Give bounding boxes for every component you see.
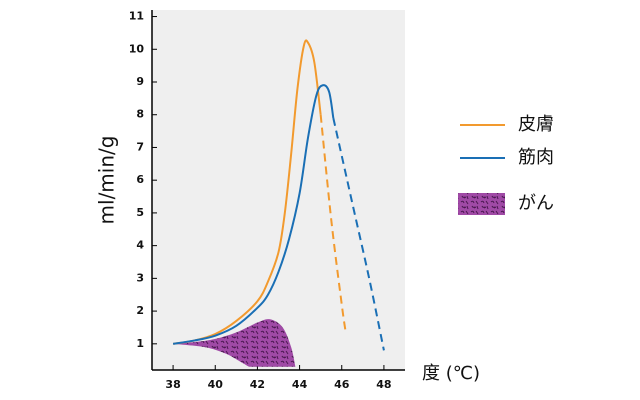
y-tick-label: 1	[136, 337, 144, 350]
y-tick-label: 8	[136, 108, 144, 121]
y-tick-label: 6	[136, 173, 144, 186]
y-tick-label: 3	[136, 271, 144, 284]
x-tick-label: 44	[292, 378, 308, 391]
x-axis-label: 度 (℃)	[422, 363, 480, 384]
x-tick-label: 42	[250, 378, 265, 391]
plot-area	[152, 10, 405, 370]
legend-label: 筋肉	[518, 147, 554, 168]
y-tick-label: 2	[136, 304, 144, 317]
x-tick-label: 38	[165, 378, 180, 391]
legend-label: 皮膚	[518, 114, 554, 135]
y-tick-label: 5	[136, 206, 144, 219]
line	[172, 39, 322, 345]
line	[172, 84, 335, 345]
line	[332, 117, 385, 351]
line	[319, 114, 347, 335]
y-axis-label: ml/min/g	[95, 136, 119, 225]
x-tick-label: 48	[376, 378, 391, 391]
x-tick-label: 40	[208, 378, 224, 391]
y-tick-label: 9	[136, 75, 144, 88]
legend-swatch	[458, 193, 505, 215]
x-tick-label: 46	[334, 378, 350, 391]
area	[173, 319, 296, 367]
legend-label: がん	[518, 193, 554, 214]
y-tick-label: 7	[136, 140, 144, 153]
y-tick-label: 4	[136, 239, 144, 252]
y-tick-label: 11	[129, 10, 144, 23]
y-tick-label: 10	[129, 42, 145, 55]
